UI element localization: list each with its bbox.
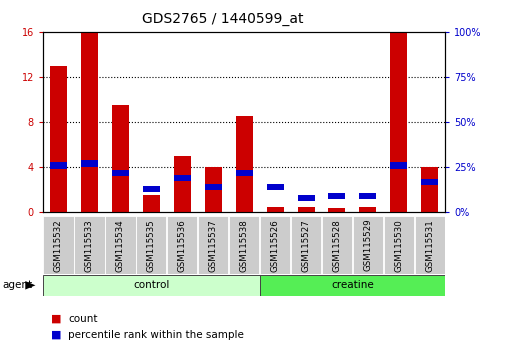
Bar: [43, 216, 74, 274]
Bar: [321, 216, 351, 274]
Bar: [50, 162, 67, 169]
Bar: [142, 195, 160, 212]
Bar: [328, 208, 345, 212]
Bar: [235, 170, 252, 176]
Bar: [389, 162, 407, 169]
Bar: [43, 275, 259, 296]
Bar: [359, 207, 376, 212]
Bar: [197, 216, 228, 274]
Bar: [81, 32, 98, 212]
Text: GSM115531: GSM115531: [425, 219, 433, 272]
Text: GSM115535: GSM115535: [146, 219, 156, 272]
Bar: [414, 216, 444, 274]
Bar: [383, 216, 413, 274]
Bar: [297, 195, 314, 201]
Bar: [389, 32, 407, 212]
Text: GSM115526: GSM115526: [270, 219, 279, 272]
Text: GSM115528: GSM115528: [332, 219, 341, 272]
Bar: [290, 216, 321, 274]
Bar: [205, 184, 221, 190]
Text: GSM115532: GSM115532: [54, 219, 63, 272]
Bar: [359, 193, 376, 199]
Text: control: control: [133, 280, 169, 290]
Text: percentile rank within the sample: percentile rank within the sample: [68, 330, 244, 339]
Bar: [297, 207, 314, 212]
Text: count: count: [68, 314, 97, 324]
Text: GSM115534: GSM115534: [116, 219, 125, 272]
Bar: [112, 170, 129, 176]
Text: GSM115538: GSM115538: [239, 219, 248, 272]
Bar: [352, 216, 382, 274]
Bar: [173, 175, 190, 181]
Bar: [50, 66, 67, 212]
Bar: [74, 216, 105, 274]
Bar: [105, 216, 135, 274]
Bar: [266, 184, 283, 190]
Bar: [421, 167, 437, 212]
Text: GSM115529: GSM115529: [363, 219, 372, 272]
Bar: [81, 160, 98, 167]
Bar: [328, 193, 345, 199]
Bar: [235, 116, 252, 212]
Text: GSM115527: GSM115527: [301, 219, 310, 272]
Bar: [167, 216, 197, 274]
Bar: [266, 207, 283, 212]
Bar: [421, 178, 437, 185]
Text: ■: ■: [50, 314, 61, 324]
Text: creatine: creatine: [330, 280, 373, 290]
Bar: [142, 186, 160, 192]
Text: GSM115530: GSM115530: [393, 219, 402, 272]
Text: GSM115536: GSM115536: [177, 219, 186, 272]
Text: GSM115533: GSM115533: [85, 219, 94, 272]
Bar: [260, 216, 290, 274]
Bar: [229, 216, 259, 274]
Bar: [136, 216, 166, 274]
Text: GDS2765 / 1440599_at: GDS2765 / 1440599_at: [141, 12, 303, 27]
Bar: [259, 275, 444, 296]
Text: agent: agent: [3, 280, 33, 290]
Text: GSM115537: GSM115537: [208, 219, 217, 272]
Bar: [205, 167, 221, 212]
Bar: [173, 156, 190, 212]
Text: ■: ■: [50, 330, 61, 339]
Bar: [112, 105, 129, 212]
